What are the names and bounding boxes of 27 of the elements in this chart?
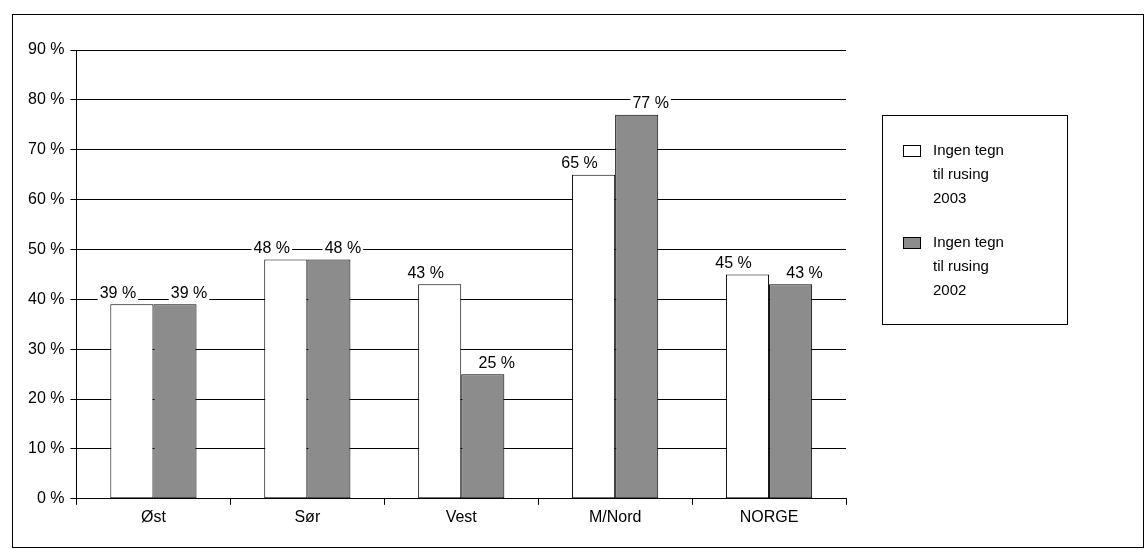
y-tick-label: 60 % xyxy=(28,190,65,208)
y-tick-label: 80 % xyxy=(28,90,65,108)
legend-label: Ingen tegn til rusing 2002 xyxy=(933,232,1005,300)
text: Ingen tegn til rusing 2003 xyxy=(933,140,1005,208)
data-label: 43 % xyxy=(407,263,444,281)
y-tick-label: 70 % xyxy=(28,140,65,158)
x-tick-label: M/Nord xyxy=(588,507,642,525)
data-label: 45 % xyxy=(715,253,752,271)
data-label: 39 % xyxy=(99,283,137,301)
y-tick-label: 20 % xyxy=(28,389,65,407)
x-tick-label: Vest xyxy=(445,507,478,525)
y-tick-label: 10 % xyxy=(28,439,65,457)
data-label: 43 % xyxy=(786,263,823,281)
data-label: 77 % xyxy=(632,94,669,112)
data-label: 48 % xyxy=(324,238,362,256)
y-tick-label: 0 % xyxy=(36,489,65,507)
x-tick-label: Øst xyxy=(140,507,167,525)
data-label: 48 % xyxy=(253,238,291,256)
y-tick-label: 40 % xyxy=(28,289,65,307)
data-label: 39 % xyxy=(170,283,208,301)
data-label: 65 % xyxy=(561,154,598,172)
y-tick-label: 50 % xyxy=(28,239,65,257)
y-tick-label: 30 % xyxy=(28,339,65,357)
x-tick-label: NORGE xyxy=(739,507,799,525)
data-label: 25 % xyxy=(478,353,516,371)
x-tick-label: Sør xyxy=(294,507,321,525)
y-tick-label: 90 % xyxy=(28,40,65,58)
